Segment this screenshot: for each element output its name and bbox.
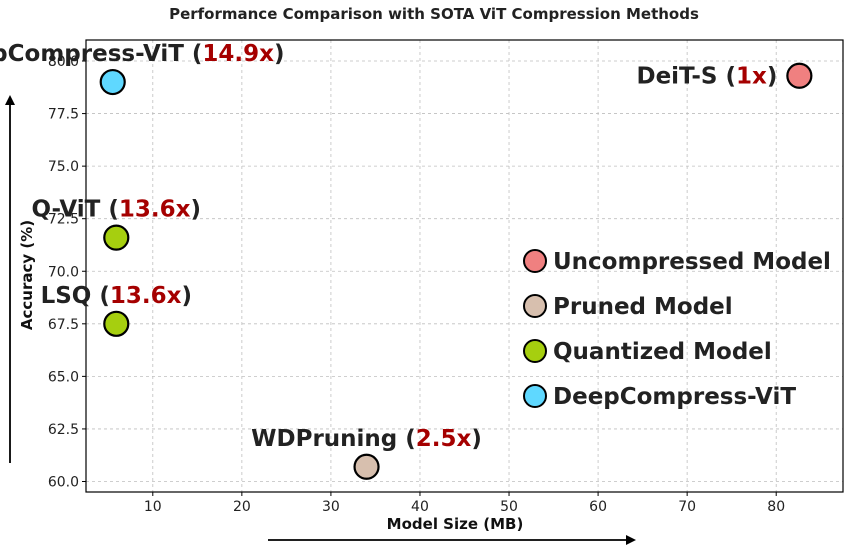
legend-marker bbox=[523, 294, 547, 318]
chart-title: Performance Comparison with SOTA ViT Com… bbox=[169, 5, 699, 23]
data-point bbox=[103, 224, 130, 251]
axis-ticks: 10 20 30 40 50 60 70 80 60.0 62.5 65.0 67.5 70.0 72.5… bbox=[48, 54, 785, 515]
legend-marker bbox=[523, 384, 547, 408]
point-label-ratio: 2.5x bbox=[416, 426, 472, 452]
legend-marker bbox=[523, 249, 547, 273]
y-tick-label: 65.0 bbox=[48, 369, 79, 385]
gridlines bbox=[86, 40, 843, 492]
data-point bbox=[99, 68, 126, 96]
point-label-ratio: 1x bbox=[736, 64, 767, 90]
point-label: LSQ (13.6x) bbox=[41, 283, 192, 309]
y-tick-label: 77.5 bbox=[48, 107, 79, 123]
point-label-name: LSQ ( bbox=[41, 283, 110, 309]
y-tick-label: 75.0 bbox=[48, 159, 79, 175]
x-tick-label: 80 bbox=[767, 499, 785, 515]
legend: Uncompressed Model Pruned Model Quantized … bbox=[523, 249, 831, 410]
point-label: DeiT-S (1x) bbox=[636, 64, 777, 90]
point-label-name: WDPruning ( bbox=[251, 426, 416, 452]
point-label-close: ) bbox=[190, 197, 201, 223]
y-tick-label: 67.5 bbox=[48, 317, 79, 333]
y-tick-label: 62.5 bbox=[48, 422, 79, 438]
legend-marker bbox=[523, 339, 547, 363]
legend-label: Pruned Model bbox=[553, 294, 733, 320]
x-axis-label: Model Size (MB) bbox=[387, 515, 524, 533]
point-label-name: DeepCompress-ViT ( bbox=[0, 41, 202, 67]
point-label: DeepCompress-ViT (14.9x) bbox=[0, 41, 285, 67]
point-label: WDPruning (2.5x) bbox=[251, 426, 482, 452]
point-label-close: ) bbox=[471, 426, 482, 452]
point-label: Q-ViT (13.6x) bbox=[32, 197, 201, 223]
point-label-close: ) bbox=[181, 283, 192, 309]
x-tick-label: 50 bbox=[500, 499, 518, 515]
x-tick-label: 10 bbox=[144, 499, 162, 515]
point-label-ratio: 13.6x bbox=[119, 197, 191, 223]
x-tick-label: 30 bbox=[322, 499, 340, 515]
y-tick-label: 80.0 bbox=[48, 54, 79, 70]
plot-area-frame bbox=[85, 39, 844, 493]
legend-label: DeepCompress-ViT bbox=[553, 384, 796, 410]
data-points bbox=[99, 62, 813, 480]
point-label-ratio: 14.9x bbox=[202, 41, 274, 67]
data-point bbox=[353, 453, 380, 480]
y-tick-label: 72.5 bbox=[48, 212, 79, 228]
x-tick-label: 40 bbox=[411, 499, 429, 515]
point-label-ratio: 13.6x bbox=[110, 283, 182, 309]
point-label-close: ) bbox=[274, 41, 285, 67]
data-point bbox=[786, 62, 813, 89]
data-point bbox=[103, 310, 130, 337]
point-label-name: DeiT-S ( bbox=[636, 64, 736, 90]
x-tick-label: 20 bbox=[233, 499, 251, 515]
y-tick-label: 70.0 bbox=[48, 264, 79, 280]
point-labels: DeiT-S (1x)DeepCompress-ViT (14.9x)Q-ViT… bbox=[0, 41, 777, 452]
point-label-name: Q-ViT ( bbox=[32, 197, 119, 223]
x-tick-label: 60 bbox=[589, 499, 607, 515]
legend-label: Uncompressed Model bbox=[553, 249, 831, 275]
legend-label: Quantized Model bbox=[553, 339, 772, 365]
point-label-close: ) bbox=[767, 64, 778, 90]
x-tick-label: 70 bbox=[678, 499, 696, 515]
y-axis-label: Accuracy (%) bbox=[18, 220, 36, 330]
y-tick-label: 60.0 bbox=[48, 474, 79, 490]
